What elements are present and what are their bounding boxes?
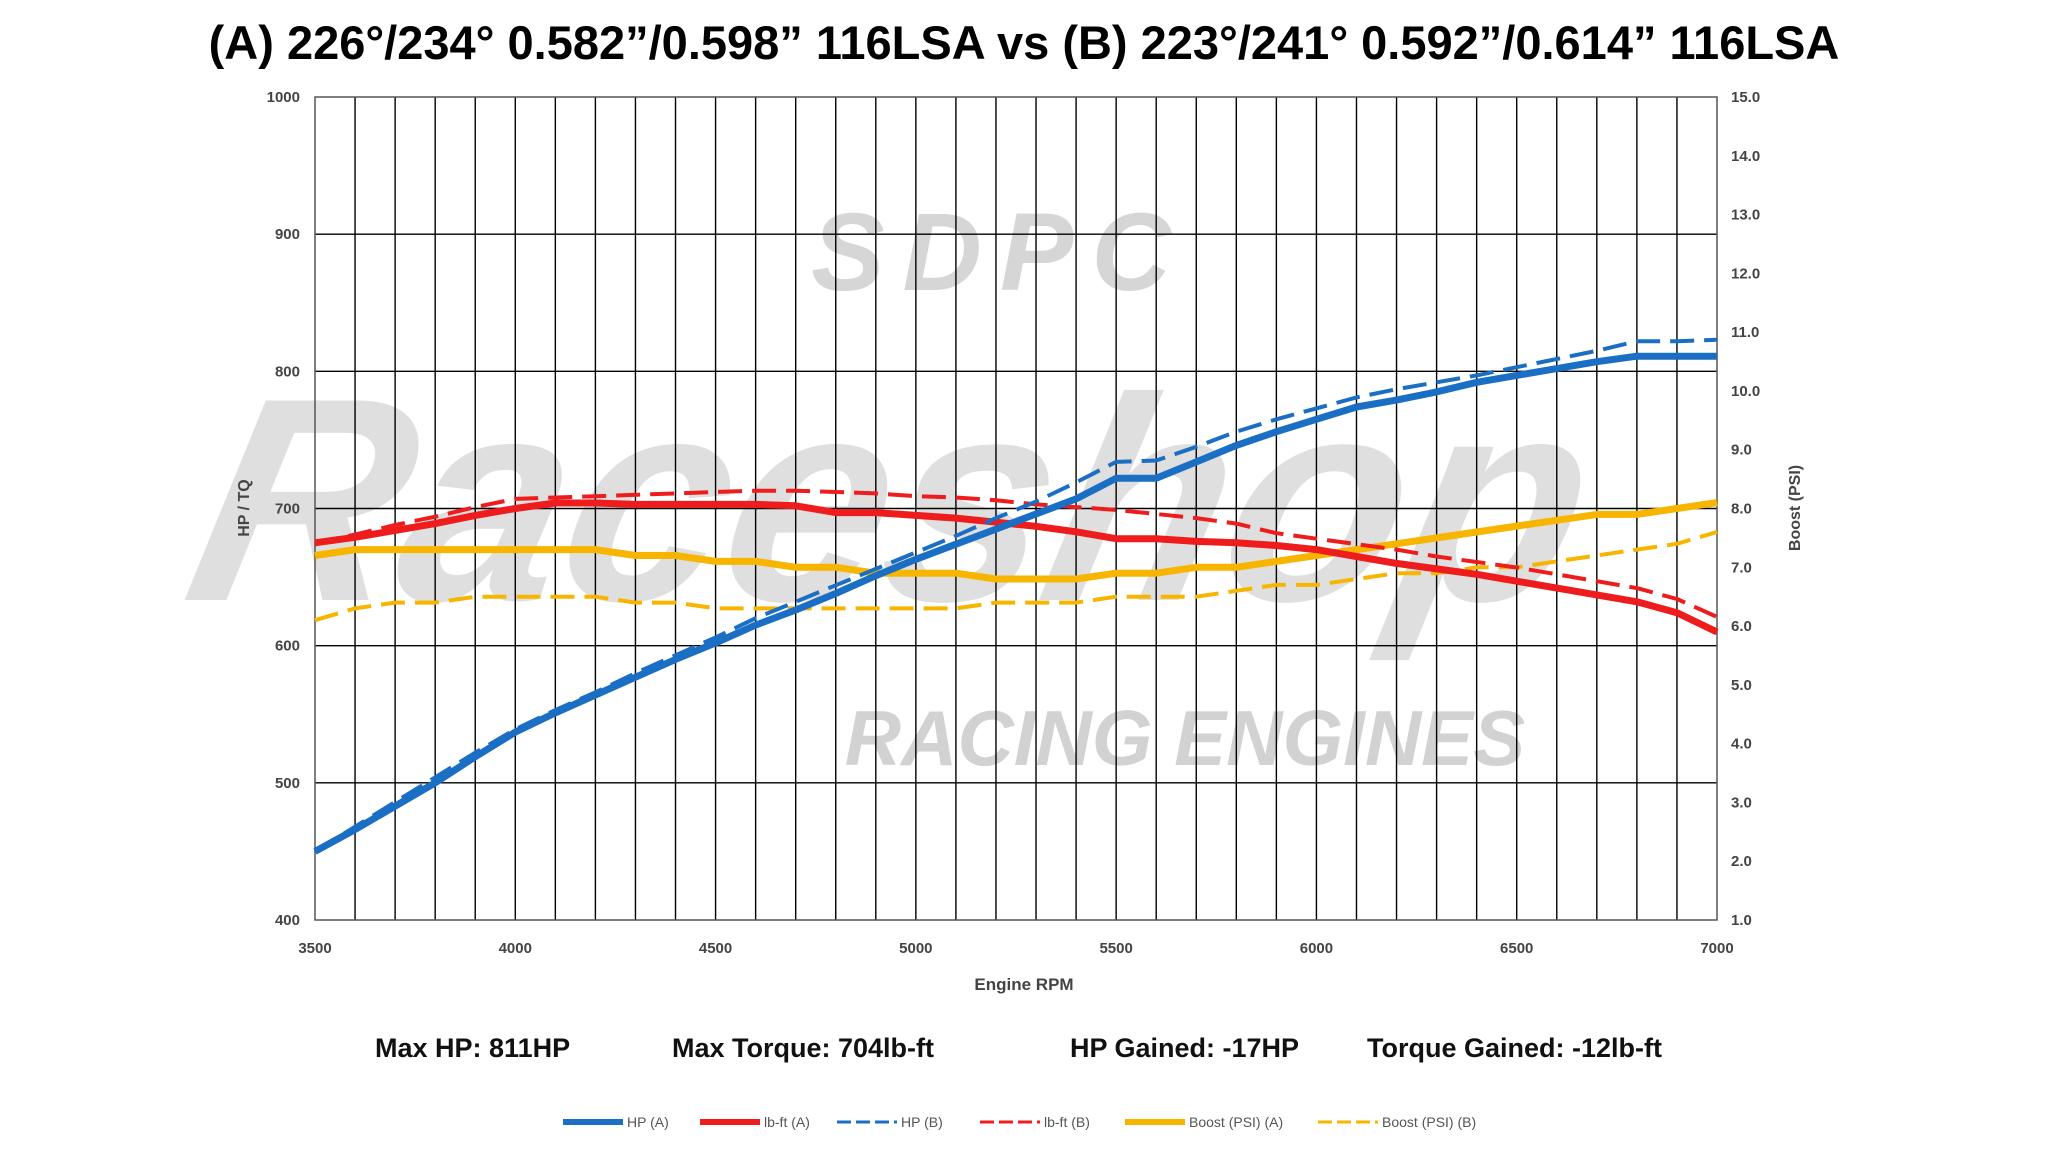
plot-frame	[314, 96, 1718, 921]
x-axis: 3500 4000 4500 5000 5500 6000 6500 7000	[298, 940, 1733, 957]
y2-tick-label: 11.0	[1731, 324, 1759, 341]
y-tick-label: 500	[275, 775, 300, 792]
x-tick-label: 7000	[1700, 940, 1733, 957]
stat-text: Max HP: 811HP	[375, 1033, 570, 1063]
watermark-text: SDPC	[811, 191, 1189, 314]
legend: HP (A) lb-ft (A) HP (B) lb-ft (B) Boost (PSI…	[563, 1114, 1476, 1130]
grid	[315, 97, 1717, 920]
watermark-text: RACING ENGINES	[845, 694, 1525, 782]
stats-row: Max HP: 811HP Max Torque: 704lb-ft HP Gain…	[375, 1033, 1662, 1063]
watermark-text: Raceshop	[166, 339, 1621, 664]
series-line-5	[314, 530, 1718, 623]
y2-tick-label: 15.0	[1731, 89, 1760, 106]
x-tick-label: 4500	[699, 940, 732, 957]
x-tick-label: 5500	[1099, 940, 1132, 957]
y2-tick-label: 10.0	[1731, 383, 1760, 400]
x-tick-label: 3500	[298, 940, 331, 957]
x-tick-label: 5000	[899, 940, 932, 957]
y2-tick-label: 6.0	[1731, 618, 1752, 635]
series-line-3	[314, 488, 1718, 619]
y2-tick-label: 12.0	[1731, 265, 1760, 282]
legend-label: HP (A)	[627, 1114, 669, 1130]
chart-title: (A) 226°/234° 0.582”/0.598” 116LSA vs (B…	[209, 16, 1840, 69]
legend-label: lb-ft (B)	[1044, 1114, 1090, 1130]
y2-tick-label: 5.0	[1731, 677, 1752, 694]
y-axis-left: 400 500 600 700 800 900 1000	[267, 89, 300, 929]
y2-tick-label: 7.0	[1731, 559, 1752, 576]
y2-tick-label: 3.0	[1731, 794, 1752, 811]
y2-tick-label: 13.0	[1731, 207, 1760, 224]
y-tick-label: 800	[275, 363, 300, 380]
y-tick-label: 1000	[267, 89, 300, 106]
y2-axis-label: Boost (PSI)	[1787, 465, 1804, 551]
series-line-0	[313, 352, 1717, 855]
y-axis-right: 1.0 2.0 3.0 4.0 5.0 6.0 7.0 8.0 9.0 10.0 11.0 12.0 1…	[1731, 89, 1760, 929]
stat-text: HP Gained: -17HP	[1070, 1033, 1299, 1063]
y2-tick-label: 4.0	[1731, 736, 1752, 753]
watermark: SDPC Raceshop RACING ENGINES	[166, 191, 1621, 782]
y2-tick-label: 14.0	[1731, 148, 1760, 165]
y-axis-label: HP / TQ	[236, 479, 253, 537]
y-tick-label: 600	[275, 638, 300, 655]
x-tick-label: 6500	[1500, 940, 1533, 957]
y2-tick-label: 1.0	[1731, 912, 1752, 929]
series-line-2	[313, 337, 1718, 854]
stat-text: Torque Gained: -12lb-ft	[1367, 1033, 1662, 1063]
legend-label: Boost (PSI) (A)	[1189, 1114, 1283, 1130]
series-layer	[313, 337, 1719, 855]
stat-text: Max Torque: 704lb-ft	[672, 1033, 934, 1063]
y2-tick-label: 2.0	[1731, 853, 1752, 870]
y-tick-label: 400	[275, 912, 300, 929]
y2-tick-label: 9.0	[1731, 442, 1752, 459]
x-axis-label: Engine RPM	[974, 975, 1073, 994]
legend-label: lb-ft (A)	[764, 1114, 810, 1130]
x-tick-label: 6000	[1300, 940, 1333, 957]
series-line-4	[314, 499, 1718, 583]
y2-tick-label: 8.0	[1731, 501, 1752, 518]
y-tick-label: 900	[275, 226, 300, 243]
y-tick-label: 700	[275, 501, 300, 518]
x-tick-label: 4000	[499, 940, 532, 957]
legend-label: HP (B)	[901, 1114, 943, 1130]
legend-label: Boost (PSI) (B)	[1382, 1114, 1476, 1130]
